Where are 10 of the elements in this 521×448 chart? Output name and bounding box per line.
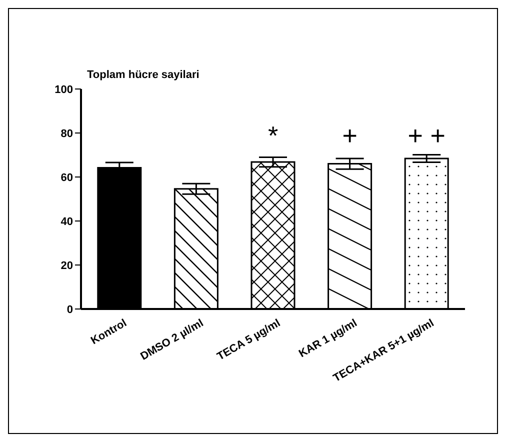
y-tick-label: 40 bbox=[60, 216, 73, 228]
annotation: + bbox=[342, 120, 358, 150]
y-tick-label: 0 bbox=[66, 304, 73, 316]
y-tick-label: 80 bbox=[60, 128, 73, 140]
y-tick-label: 20 bbox=[60, 260, 73, 272]
annotation: + + bbox=[408, 120, 446, 150]
annotation: * bbox=[268, 120, 278, 150]
chart-title: Toplam hücre sayilari bbox=[87, 69, 200, 81]
y-tick-label: 100 bbox=[54, 84, 73, 96]
y-tick-label: 60 bbox=[60, 172, 73, 184]
